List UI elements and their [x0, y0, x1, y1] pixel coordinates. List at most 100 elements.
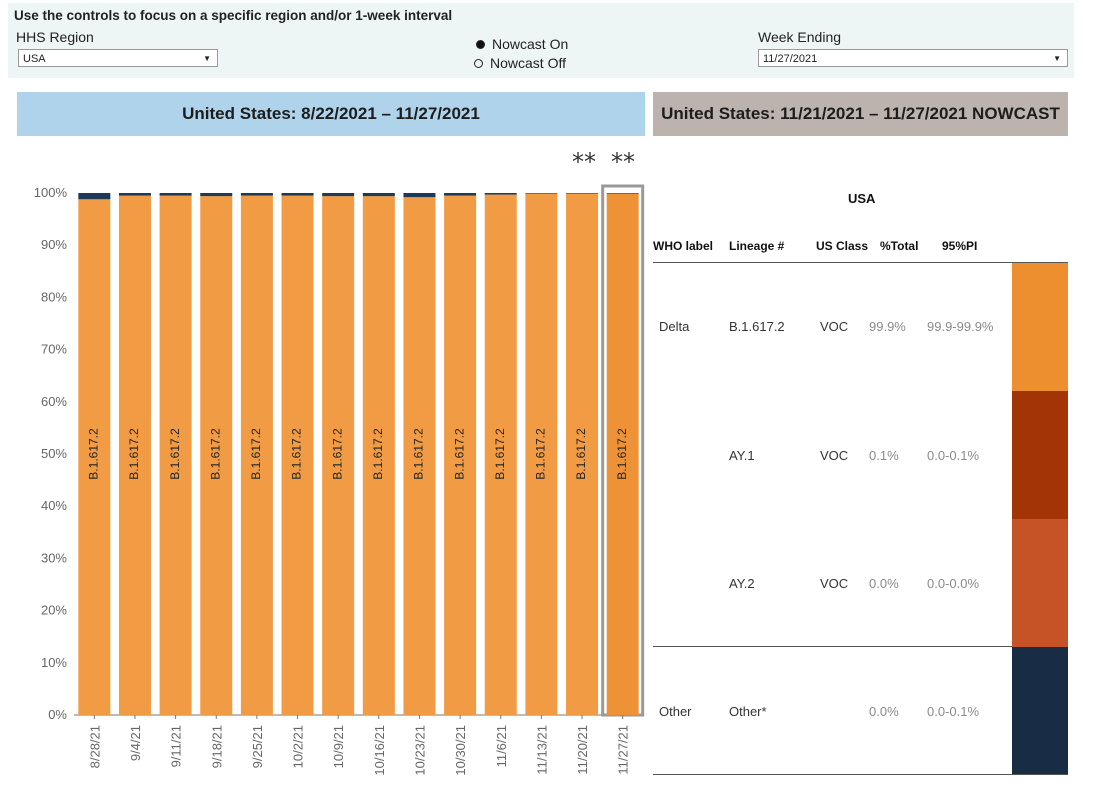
- nowcast-off-radio[interactable]: Nowcast Off: [474, 55, 566, 71]
- row-who-label: Other: [659, 704, 692, 719]
- bar-segment-other: [566, 193, 599, 194]
- y-tick-label: 50%: [41, 446, 67, 461]
- x-tick-label: 8/28/21: [87, 725, 102, 768]
- bar-segment-other: [322, 193, 355, 197]
- bar-segment-b16172: [403, 197, 436, 715]
- bar-segment-b16172: [281, 195, 314, 716]
- bar-segment-b16172: [159, 195, 192, 716]
- bar-segment-other: [200, 193, 233, 197]
- y-tick-label: 20%: [41, 603, 67, 618]
- bar-segment-other: [484, 193, 517, 195]
- bar-segment-other: [444, 193, 477, 196]
- y-tick-label: 40%: [41, 498, 67, 513]
- x-tick-label: 10/2/21: [291, 725, 306, 768]
- nowcast-off-label: Nowcast Off: [490, 55, 566, 71]
- row-us-class: VOC: [820, 319, 849, 334]
- radio-unselected-icon: [474, 58, 483, 68]
- radio-selected-icon: [476, 39, 485, 49]
- y-tick-label: 60%: [41, 394, 67, 409]
- x-tick-label: 9/18/21: [209, 725, 224, 768]
- row-us-class: VOC: [820, 576, 849, 591]
- x-tick-label: 11/27/21: [616, 725, 631, 775]
- region-select[interactable]: USA ▼: [18, 49, 218, 67]
- row-pct-total: 0.1%: [869, 448, 899, 463]
- bar-segment-b16172: [118, 195, 151, 716]
- table-title: USA: [848, 191, 876, 206]
- row-us-class: VOC: [820, 448, 849, 463]
- lineage-color-swatch: [1012, 519, 1068, 647]
- bar-label: B.1.617.2: [86, 428, 100, 480]
- bar-segment-other: [281, 193, 314, 196]
- bar-segment-b16172: [484, 194, 517, 715]
- y-tick-label: 70%: [41, 342, 67, 357]
- x-tick-label: 10/30/21: [453, 725, 468, 776]
- row-lineage: B.1.617.2: [729, 319, 785, 334]
- bar-segment-other: [78, 193, 111, 200]
- row-pct-total: 99.9%: [869, 319, 906, 334]
- row-pi: 0.0-0.1%: [927, 704, 980, 719]
- row-pct-total: 0.0%: [869, 576, 899, 591]
- bar-label: B.1.617.2: [493, 428, 507, 480]
- week-select[interactable]: 11/27/2021 ▼: [758, 49, 1068, 67]
- bar-label: B.1.617.2: [371, 428, 385, 480]
- bar-label: B.1.617.2: [168, 428, 182, 480]
- x-tick-label: 10/9/21: [331, 725, 346, 768]
- x-tick-label: 9/4/21: [128, 725, 143, 761]
- x-tick-label: 11/6/21: [494, 725, 509, 767]
- bar-segment-b16172: [322, 196, 355, 715]
- chevron-down-icon: ▼: [203, 54, 211, 63]
- lineage-color-swatch: [1012, 263, 1068, 391]
- bar-label: B.1.617.2: [615, 428, 629, 480]
- nowcast-on-radio[interactable]: Nowcast On: [476, 36, 568, 52]
- nowcast-banner: United States: 11/21/2021 – 11/27/2021 N…: [653, 92, 1068, 136]
- bar-segment-other: [159, 193, 192, 196]
- lineage-color-swatch: [1012, 647, 1068, 774]
- header-who-label: WHO label: [653, 239, 714, 253]
- header-us-class: US Class: [816, 239, 869, 253]
- bar-label: B.1.617.2: [290, 428, 304, 480]
- week-label: Week Ending: [758, 29, 842, 45]
- bar-label: B.1.617.2: [330, 428, 344, 480]
- row-lineage: AY.2: [729, 576, 755, 591]
- bar-segment-b16172: [606, 193, 639, 716]
- bar-label: B.1.617.2: [534, 428, 548, 480]
- nowcast-marker: **: [611, 148, 635, 176]
- bar-segment-other: [525, 193, 558, 194]
- x-tick-label: 11/20/21: [575, 725, 590, 775]
- row-pct-total: 0.0%: [869, 704, 899, 719]
- region-select-value: USA: [23, 53, 46, 65]
- bar-label: B.1.617.2: [452, 428, 466, 480]
- bar-segment-b16172: [240, 195, 273, 716]
- week-select-value: 11/27/2021: [763, 53, 818, 65]
- y-tick-label: 80%: [41, 289, 67, 304]
- table-divider: [653, 774, 1068, 775]
- variant-proportion-chart: 0% 10% 20% 30% 40% 50% 60% 70% 80% 90% 100% B.1.617…: [34, 184, 645, 776]
- region-label: HHS Region: [16, 29, 94, 45]
- bar-segment-b16172: [525, 193, 558, 716]
- y-tick-label: 90%: [41, 237, 67, 252]
- y-tick-label: 100%: [34, 185, 68, 200]
- header-pi: 95%PI: [942, 239, 978, 253]
- lineage-color-swatch: [1012, 391, 1068, 519]
- x-tick-label: 10/16/21: [372, 725, 387, 776]
- x-tick-label: 9/11/21: [169, 725, 184, 767]
- y-tick-label: 0%: [48, 707, 67, 722]
- row-lineage: Other*: [729, 704, 767, 719]
- table-divider: [653, 646, 1068, 647]
- bar-segment-b16172: [444, 195, 477, 716]
- bar-segment-b16172: [78, 199, 111, 715]
- bar-segment-other: [606, 193, 639, 194]
- x-tick-label: 9/25/21: [250, 725, 265, 768]
- nowcast-marker: **: [572, 148, 596, 176]
- x-tick-label: 11/13/21: [534, 725, 549, 775]
- y-tick-label: 10%: [41, 655, 67, 670]
- bar-segment-b16172: [200, 196, 233, 715]
- table-divider: [653, 262, 1068, 263]
- bar-label: B.1.617.2: [249, 428, 263, 480]
- row-pi: 99.9-99.9%: [927, 319, 994, 334]
- nowcast-on-label: Nowcast On: [492, 36, 569, 52]
- bar-label: B.1.617.2: [127, 428, 141, 480]
- row-lineage: AY.1: [729, 448, 755, 463]
- bar-segment-b16172: [566, 193, 599, 716]
- row-pi: 0.0-0.0%: [927, 576, 980, 591]
